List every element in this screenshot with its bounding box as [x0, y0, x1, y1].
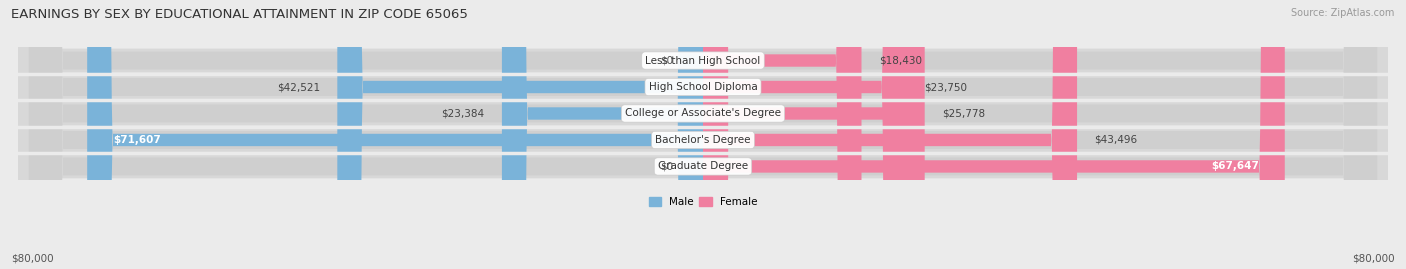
Text: Source: ZipAtlas.com: Source: ZipAtlas.com: [1291, 8, 1395, 18]
FancyBboxPatch shape: [18, 0, 1388, 269]
FancyBboxPatch shape: [703, 0, 925, 269]
FancyBboxPatch shape: [28, 0, 1378, 269]
FancyBboxPatch shape: [18, 0, 1388, 269]
FancyBboxPatch shape: [703, 0, 1285, 269]
Text: Less than High School: Less than High School: [645, 55, 761, 66]
Text: $0: $0: [659, 55, 673, 66]
FancyBboxPatch shape: [686, 0, 703, 269]
FancyBboxPatch shape: [703, 0, 862, 269]
FancyBboxPatch shape: [28, 0, 1378, 269]
FancyBboxPatch shape: [18, 0, 1388, 269]
Text: $25,778: $25,778: [942, 108, 986, 118]
FancyBboxPatch shape: [686, 0, 703, 269]
Legend: Male, Female: Male, Female: [644, 193, 762, 211]
Text: $67,647: $67,647: [1211, 161, 1258, 171]
Text: $71,607: $71,607: [112, 135, 160, 145]
Text: $80,000: $80,000: [1353, 254, 1395, 264]
Text: EARNINGS BY SEX BY EDUCATIONAL ATTAINMENT IN ZIP CODE 65065: EARNINGS BY SEX BY EDUCATIONAL ATTAINMEN…: [11, 8, 468, 21]
FancyBboxPatch shape: [337, 0, 703, 269]
FancyBboxPatch shape: [18, 0, 1388, 269]
Text: Graduate Degree: Graduate Degree: [658, 161, 748, 171]
FancyBboxPatch shape: [28, 0, 1378, 269]
Text: College or Associate's Degree: College or Associate's Degree: [626, 108, 780, 118]
Text: $23,750: $23,750: [925, 82, 967, 92]
Text: $23,384: $23,384: [441, 108, 485, 118]
Text: $42,521: $42,521: [277, 82, 321, 92]
Text: $0: $0: [659, 161, 673, 171]
FancyBboxPatch shape: [502, 0, 703, 269]
FancyBboxPatch shape: [18, 0, 1388, 269]
Text: Bachelor's Degree: Bachelor's Degree: [655, 135, 751, 145]
FancyBboxPatch shape: [28, 0, 1378, 269]
FancyBboxPatch shape: [703, 0, 907, 269]
Text: High School Diploma: High School Diploma: [648, 82, 758, 92]
FancyBboxPatch shape: [28, 0, 1378, 269]
FancyBboxPatch shape: [87, 0, 703, 269]
Text: $18,430: $18,430: [879, 55, 922, 66]
Text: $80,000: $80,000: [11, 254, 53, 264]
Text: $43,496: $43,496: [1094, 135, 1137, 145]
FancyBboxPatch shape: [703, 0, 1077, 269]
